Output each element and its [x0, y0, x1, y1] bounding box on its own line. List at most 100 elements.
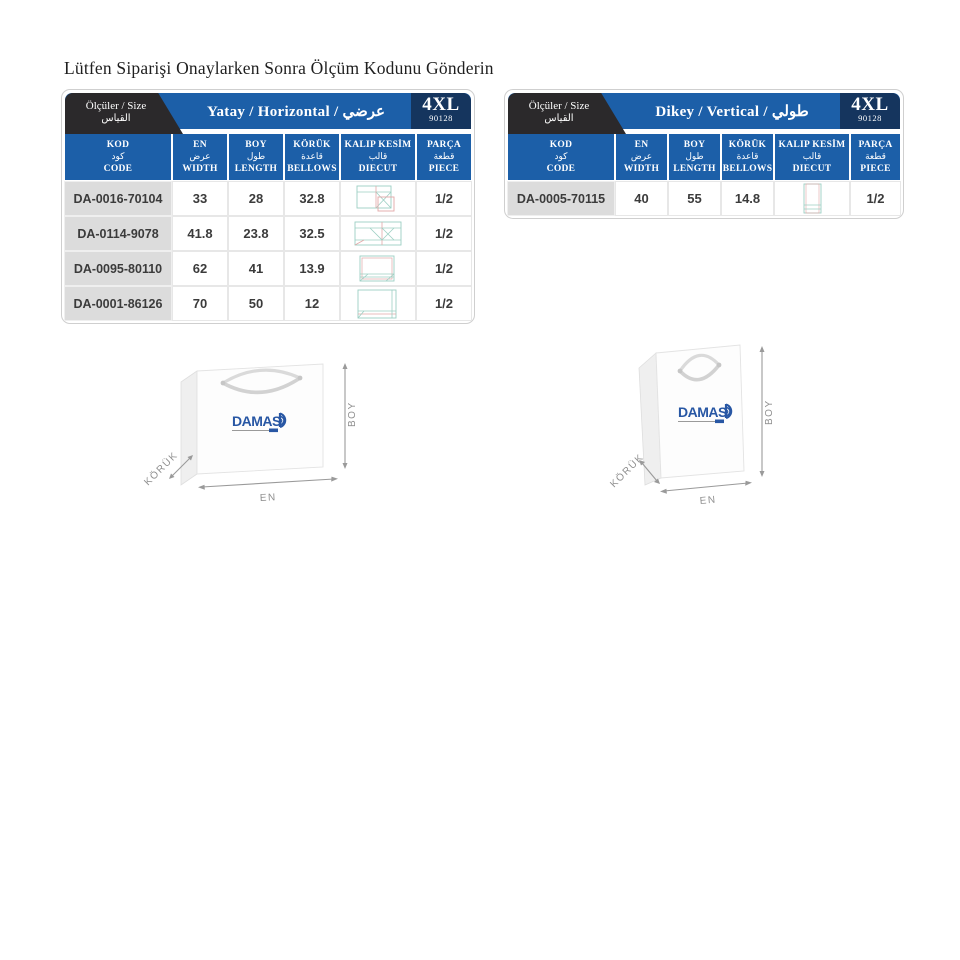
column-header-boy: BOY طول LENGTH — [669, 134, 720, 180]
size-box: 4XL 90128 — [411, 93, 471, 129]
cell-code: DA-0005-70115 — [508, 182, 614, 215]
logo-text: DAMAS — [232, 413, 281, 429]
diecut-drawing — [359, 255, 395, 281]
cell-bellows: 32.8 — [285, 182, 339, 215]
vertical-bag-illustration: DAMAS BOY EN — [608, 344, 775, 507]
cell-width: 62 — [173, 252, 227, 285]
cell-bellows: 32.5 — [285, 217, 339, 250]
header-tr: KOD — [549, 139, 573, 150]
table-row: DA-0005-70115 40 55 14.8 1/2 — [508, 182, 900, 215]
cell-width: 40 — [616, 182, 667, 215]
damas-logo: DAMAS — [232, 412, 287, 433]
header-ar: قالب — [368, 151, 388, 162]
header-ar: طول — [246, 151, 266, 162]
column-header-parca: PARÇA قطعة PIECE — [851, 134, 900, 180]
size-badge: Ölçüler / Size القياس — [508, 93, 626, 134]
cell-diecut — [775, 182, 849, 215]
logo-tagline-block — [269, 428, 278, 433]
header-ar: قاعدة — [736, 151, 759, 162]
header-en: PIECE — [860, 163, 891, 174]
header-ar: طول — [685, 151, 704, 162]
koruk-label: KÖRÜK — [608, 451, 647, 490]
logo-d-icon — [278, 412, 287, 429]
header-tr: EN — [193, 139, 207, 150]
en-label: EN — [260, 492, 277, 504]
header-en: LENGTH — [673, 163, 716, 174]
dimension-boy: BOY — [342, 363, 358, 469]
badge-line1: Ölçüler / Size — [85, 100, 147, 113]
header-ar: عرض — [630, 151, 653, 162]
cell-code: DA-0001-86126 — [65, 287, 171, 320]
orientation-title: Yatay / Horizontal / عرضي — [207, 103, 385, 120]
cell-length: 55 — [669, 182, 720, 215]
column-header-kalip-kesim: KALIP KESİM قالب DIECUT — [775, 134, 849, 180]
column-header-parca: PARÇA قطعة PIECE — [417, 134, 471, 180]
size-table-vertical: Ölçüler / Size القياس Dikey / Vertical /… — [504, 89, 904, 219]
page-title: Lütfen Siparişi Onaylarken Sonra Ölçüm K… — [64, 58, 494, 78]
logo-text: DAMAS — [678, 404, 727, 420]
header-en: DIECUT — [358, 163, 398, 174]
size-badge: Ölçüler / Size القياس — [65, 93, 183, 134]
header-en: WIDTH — [182, 163, 218, 174]
badge-line2: القياس — [544, 113, 574, 125]
cell-bellows: 14.8 — [722, 182, 773, 215]
table-row: DA-0001-86126 70 50 12 1/2 — [65, 287, 471, 320]
cell-code: DA-0016-70104 — [65, 182, 171, 215]
cell-piece: 1/2 — [851, 182, 900, 215]
size-code: 90128 — [858, 113, 882, 123]
horizontal-bag-illustration: DAMAS BOY EN — [142, 363, 358, 504]
header-row: KOD كود CODE EN عرض WIDTH BOY طول LENGTH… — [65, 134, 471, 180]
column-header-en: EN عرض WIDTH — [173, 134, 227, 180]
header-tr: KOD — [106, 139, 130, 150]
column-header-koruk: KÖRÜK قاعدة BELLOWS — [722, 134, 773, 180]
dimension-boy: BOY — [759, 346, 775, 477]
badge-line1: Ölçüler / Size — [528, 100, 590, 113]
table-row: DA-0016-70104 33 28 32.8 1/2 — [65, 182, 471, 215]
size-code: 90128 — [429, 113, 453, 123]
diecut-drawing — [803, 183, 822, 214]
cell-diecut — [341, 252, 415, 285]
header-en: WIDTH — [623, 163, 660, 174]
header-en: BELLOWS — [722, 163, 773, 174]
koruk-label: KÖRÜK — [142, 449, 181, 488]
diecut-drawing — [356, 185, 395, 211]
header-ar: عرض — [189, 151, 211, 162]
header-tr: PARÇA — [858, 139, 893, 150]
boy-label: BOY — [347, 401, 358, 427]
header-en: BELLOWS — [287, 163, 337, 174]
header-en: PIECE — [428, 163, 460, 174]
table-topbar: Ölçüler / Size القياس Yatay / Horizontal… — [65, 93, 471, 134]
column-header-kod: KOD كود CODE — [65, 134, 171, 180]
header-en: LENGTH — [234, 163, 278, 174]
header-tr: KÖRÜK — [728, 139, 767, 150]
cell-width: 41.8 — [173, 217, 227, 250]
header-tr: BOY — [245, 139, 267, 150]
cell-diecut — [341, 287, 415, 320]
table-row: DA-0095-80110 62 41 13.9 1/2 — [65, 252, 471, 285]
header-tr: KALIP KESİM — [778, 139, 846, 150]
bag-side-panel — [180, 370, 198, 486]
bag-front-panel — [655, 344, 745, 479]
rope-handle — [220, 368, 303, 395]
cell-length: 23.8 — [229, 217, 283, 250]
header-en: CODE — [546, 163, 576, 174]
boy-label: BOY — [764, 399, 775, 425]
diecut-drawing — [357, 289, 397, 318]
column-header-kalip-kesim: KALIP KESİM قالب DIECUT — [341, 134, 415, 180]
header-ar: قالب — [802, 151, 822, 162]
header-tr: BOY — [683, 139, 706, 150]
size-table-horizontal: Ölçüler / Size القياس Yatay / Horizontal… — [61, 89, 475, 324]
bag-front-panel — [196, 363, 324, 475]
header-tr: PARÇA — [426, 139, 462, 150]
cell-length: 41 — [229, 252, 283, 285]
cell-bellows: 13.9 — [285, 252, 339, 285]
header-en: CODE — [103, 163, 133, 174]
header-row: KOD كود CODE EN عرض WIDTH BOY طول LENGTH… — [508, 134, 900, 180]
size-label: 4XL — [422, 94, 460, 115]
header-ar: قطعة — [865, 151, 886, 162]
rope-handle — [677, 353, 722, 382]
dimension-en: EN — [198, 476, 338, 504]
cell-code: DA-0095-80110 — [65, 252, 171, 285]
cell-diecut — [341, 217, 415, 250]
